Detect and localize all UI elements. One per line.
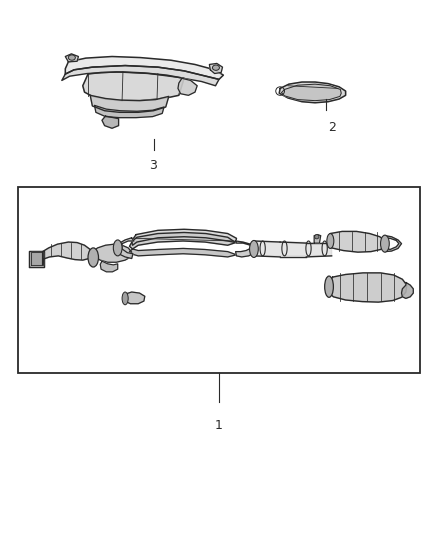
Ellipse shape — [327, 233, 334, 248]
Polygon shape — [314, 235, 321, 243]
Ellipse shape — [113, 240, 122, 256]
Ellipse shape — [122, 292, 128, 305]
Text: 3: 3 — [149, 159, 157, 172]
Polygon shape — [29, 251, 44, 266]
Ellipse shape — [314, 235, 319, 239]
Polygon shape — [132, 229, 237, 245]
Polygon shape — [117, 238, 134, 259]
Polygon shape — [90, 95, 169, 112]
Ellipse shape — [68, 55, 75, 60]
Polygon shape — [95, 106, 164, 118]
Ellipse shape — [381, 235, 389, 252]
Polygon shape — [83, 72, 184, 101]
Polygon shape — [124, 292, 145, 304]
Polygon shape — [236, 241, 255, 257]
Polygon shape — [100, 261, 118, 272]
Polygon shape — [402, 282, 413, 298]
Ellipse shape — [88, 248, 99, 267]
Polygon shape — [328, 273, 407, 302]
Polygon shape — [279, 82, 346, 103]
Polygon shape — [42, 242, 93, 265]
Polygon shape — [92, 244, 132, 262]
Text: 1: 1 — [215, 419, 223, 432]
Ellipse shape — [250, 240, 258, 257]
Polygon shape — [209, 63, 223, 74]
Polygon shape — [130, 232, 236, 249]
Polygon shape — [384, 236, 402, 252]
Ellipse shape — [325, 276, 333, 297]
Polygon shape — [130, 248, 237, 257]
Text: 2: 2 — [328, 122, 336, 134]
Polygon shape — [282, 84, 341, 101]
Polygon shape — [31, 252, 42, 265]
Ellipse shape — [212, 65, 219, 70]
Polygon shape — [178, 78, 197, 95]
Polygon shape — [102, 116, 119, 128]
Polygon shape — [254, 241, 332, 256]
Polygon shape — [62, 66, 219, 86]
Bar — [18, 187, 420, 373]
Polygon shape — [65, 54, 78, 62]
Polygon shape — [328, 231, 386, 252]
Polygon shape — [65, 56, 223, 79]
